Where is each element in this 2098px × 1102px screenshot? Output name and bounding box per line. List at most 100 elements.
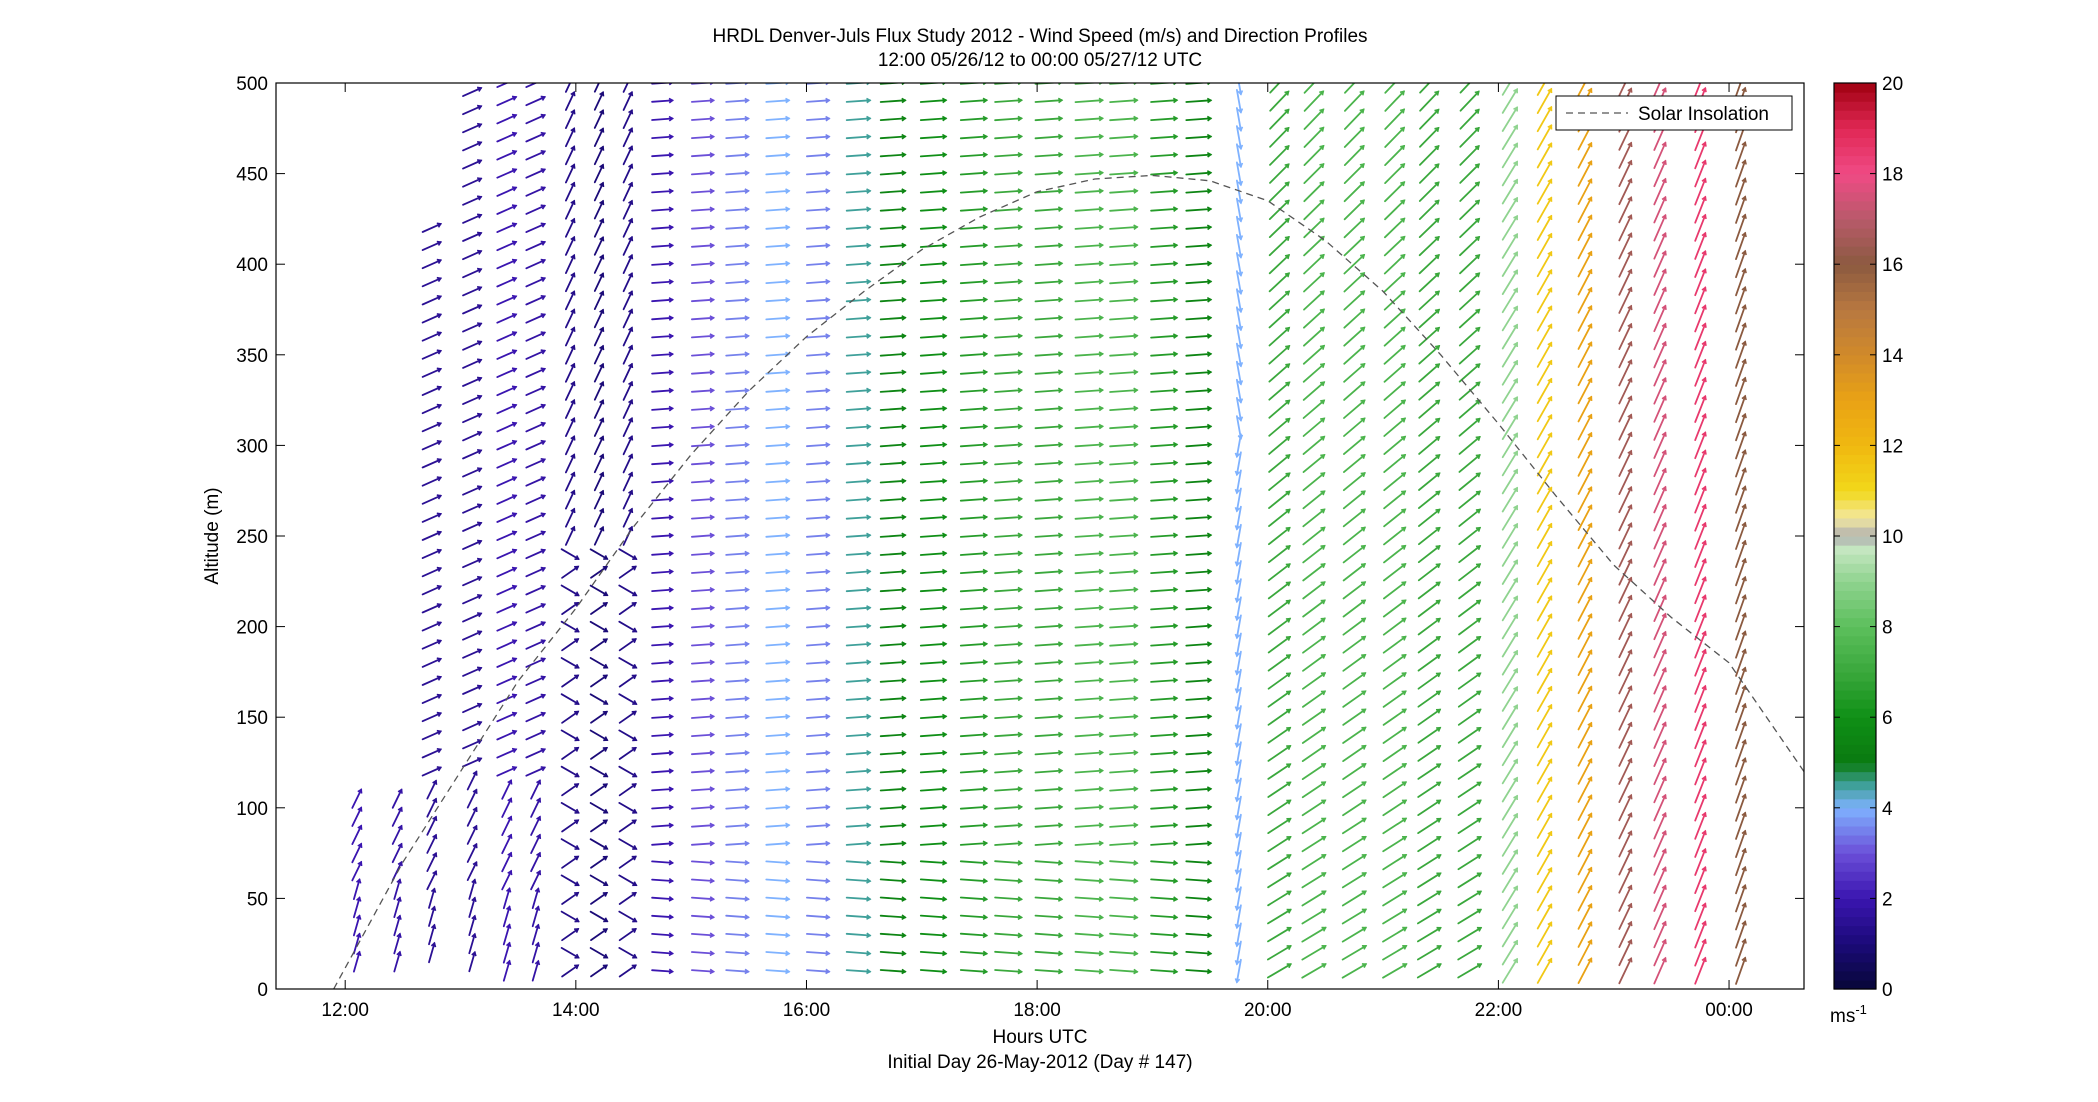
wind-arrow bbox=[590, 710, 609, 724]
wind-arrow bbox=[1618, 504, 1633, 532]
wind-arrow bbox=[994, 242, 1024, 249]
wind-arrow bbox=[994, 387, 1024, 394]
wind-arrow bbox=[959, 315, 989, 321]
wind-arrow bbox=[879, 133, 907, 140]
wind-arrow bbox=[765, 859, 791, 866]
wind-arrow bbox=[1577, 576, 1593, 604]
wind-arrow bbox=[994, 296, 1024, 303]
wind-arrow bbox=[1342, 617, 1367, 636]
wind-arrow bbox=[1735, 83, 1742, 97]
wind-arrow bbox=[501, 797, 513, 818]
wind-arrow bbox=[1150, 914, 1179, 921]
wind-arrow bbox=[1383, 308, 1406, 329]
wind-arrow bbox=[1074, 914, 1104, 921]
wind-arrow bbox=[1342, 526, 1366, 546]
wind-arrow bbox=[1150, 478, 1179, 484]
wind-arrow bbox=[1185, 514, 1213, 521]
wind-arrow bbox=[1501, 831, 1518, 857]
wind-arrow bbox=[1536, 540, 1553, 567]
wind-arrow bbox=[691, 387, 716, 394]
wind-arrow bbox=[994, 333, 1024, 339]
wind-arrow bbox=[1735, 775, 1747, 804]
wind-arrow bbox=[1618, 413, 1633, 441]
wind-arrow bbox=[1653, 666, 1667, 695]
wind-arrow bbox=[1034, 405, 1064, 412]
wind-arrow bbox=[560, 693, 580, 705]
wind-arrow bbox=[1418, 381, 1441, 401]
wind-arrow bbox=[391, 860, 403, 882]
wind-arrow bbox=[691, 677, 716, 684]
wind-arrow bbox=[1501, 939, 1518, 966]
colorbar-band bbox=[1834, 363, 1876, 374]
wind-arrow bbox=[1268, 199, 1290, 221]
wind-arrow bbox=[765, 713, 791, 720]
wind-arrow bbox=[622, 344, 634, 365]
wind-arrow bbox=[1618, 540, 1633, 568]
wind-arrow bbox=[1234, 795, 1242, 821]
wind-arrow bbox=[959, 878, 989, 884]
wind-arrow bbox=[959, 278, 989, 285]
wind-arrow bbox=[1185, 586, 1213, 593]
wind-arrow bbox=[1735, 322, 1747, 351]
wind-arrow bbox=[428, 887, 437, 909]
wind-arrow bbox=[919, 604, 948, 611]
wind-arrow bbox=[725, 115, 750, 122]
wind-arrow bbox=[651, 859, 674, 866]
wind-arrow bbox=[806, 206, 831, 213]
wind-arrow bbox=[565, 507, 576, 528]
wind-arrow bbox=[1383, 435, 1407, 456]
wind-arrow bbox=[421, 639, 443, 650]
wind-arrow bbox=[593, 145, 605, 166]
wind-arrow bbox=[421, 711, 443, 723]
wind-arrow bbox=[1653, 938, 1667, 967]
wind-arrow bbox=[1653, 377, 1667, 405]
wind-arrow bbox=[531, 923, 541, 946]
wind-arrow bbox=[879, 369, 907, 376]
wind-arrow bbox=[1109, 822, 1139, 829]
wind-arrow bbox=[806, 695, 831, 702]
wind-arrow bbox=[1536, 504, 1553, 531]
wind-arrow bbox=[1074, 767, 1104, 774]
wind-arrow bbox=[421, 512, 443, 523]
colorbar-band bbox=[1834, 536, 1876, 546]
wind-arrow bbox=[501, 815, 513, 836]
wind-arrow bbox=[725, 242, 750, 249]
wind-arrow bbox=[1034, 713, 1064, 720]
wind-arrow bbox=[496, 602, 518, 614]
wind-arrow bbox=[1694, 811, 1707, 840]
wind-arrow bbox=[651, 242, 675, 249]
wind-arrow bbox=[651, 804, 674, 811]
wind-arrow bbox=[1653, 413, 1667, 441]
wind-arrow bbox=[725, 713, 750, 720]
wind-arrow bbox=[618, 710, 637, 724]
wind-arrow bbox=[845, 641, 872, 647]
wind-arrow bbox=[1109, 242, 1139, 249]
wind-arrow bbox=[1694, 250, 1707, 278]
wind-arrow bbox=[691, 605, 716, 611]
wind-arrow bbox=[651, 877, 674, 884]
wind-arrow bbox=[1383, 490, 1407, 510]
wind-arrow bbox=[462, 702, 483, 714]
wind-arrow bbox=[1418, 526, 1441, 546]
wind-arrow bbox=[1735, 720, 1747, 750]
wind-arrow bbox=[1694, 177, 1707, 206]
wind-arrow bbox=[421, 566, 443, 578]
wind-arrow bbox=[1150, 804, 1179, 810]
wind-arrow bbox=[1109, 586, 1139, 593]
wind-arrow bbox=[691, 278, 716, 285]
wind-arrow bbox=[651, 442, 674, 448]
wind-arrow bbox=[1501, 903, 1518, 930]
wind-arrow bbox=[1536, 87, 1553, 114]
wind-arrow bbox=[618, 874, 638, 887]
wind-arrow bbox=[1382, 690, 1407, 708]
wind-arrow bbox=[1459, 290, 1481, 311]
wind-arrow bbox=[1074, 659, 1104, 665]
wind-arrow bbox=[725, 152, 750, 158]
wind-arrow bbox=[1185, 932, 1213, 939]
wind-arrow bbox=[462, 539, 483, 550]
wind-arrow bbox=[428, 905, 437, 927]
wind-arrow bbox=[1382, 854, 1408, 871]
wind-arrow bbox=[691, 405, 716, 412]
wind-arrow bbox=[1382, 763, 1408, 780]
wind-arrow bbox=[502, 959, 512, 982]
